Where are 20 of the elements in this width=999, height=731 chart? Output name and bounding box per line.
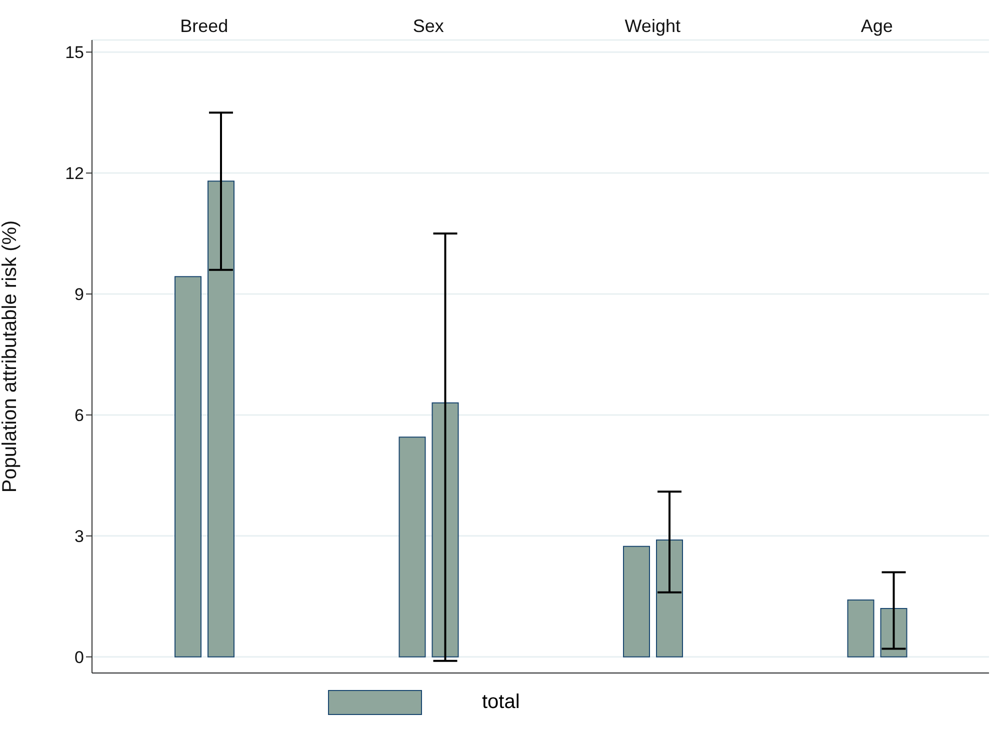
- y-tick-label: 9: [74, 285, 84, 304]
- y-tick-label: 3: [74, 526, 84, 546]
- y-axis-title: Population attributable risk (%): [0, 220, 22, 493]
- bar: [174, 276, 202, 658]
- text: total: [482, 691, 520, 714]
- x-tick-label: Breed: [180, 16, 228, 36]
- y-tick-label: 6: [74, 406, 84, 425]
- x-tick-label: Age: [860, 16, 893, 36]
- bar: [398, 436, 426, 658]
- x-tick-label: Sex: [412, 16, 444, 36]
- y-tick-label: 0: [74, 648, 84, 667]
- bar: [208, 180, 234, 658]
- x-tick-label: Weight: [624, 16, 680, 36]
- y-tick-label: 12: [65, 164, 84, 184]
- bar: [847, 600, 874, 658]
- bar: [656, 539, 683, 658]
- bar: [432, 402, 459, 658]
- bar: [623, 546, 650, 658]
- y-tick-label: 15: [65, 43, 84, 62]
- bar: [880, 608, 908, 658]
